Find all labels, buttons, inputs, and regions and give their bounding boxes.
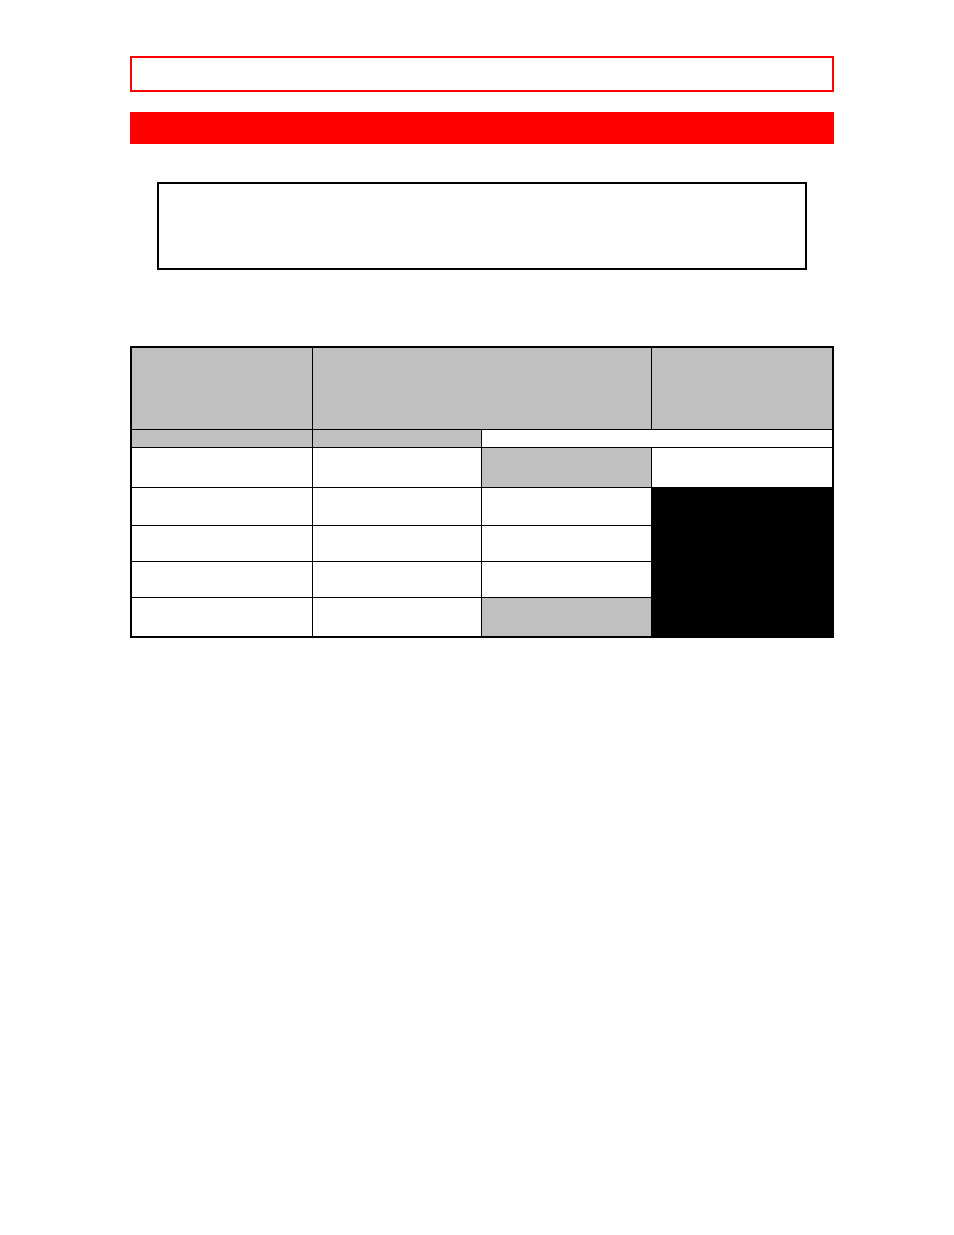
table-cell xyxy=(131,429,312,447)
table-cell xyxy=(312,597,482,637)
table-cell xyxy=(131,525,312,561)
table-cell xyxy=(482,447,652,487)
data-table xyxy=(130,346,834,638)
table-cell xyxy=(131,561,312,597)
table-cell xyxy=(652,447,833,487)
document-page xyxy=(0,0,954,1235)
table-cell xyxy=(312,561,482,597)
table-cell xyxy=(312,525,482,561)
table-cell xyxy=(652,347,833,429)
callout-box xyxy=(157,182,807,270)
table-cell xyxy=(482,561,652,597)
table-cell xyxy=(312,487,482,525)
table-cell xyxy=(312,429,482,447)
data-table-container xyxy=(130,346,834,638)
table-cell xyxy=(482,525,652,561)
table-row xyxy=(131,429,833,447)
table-cell xyxy=(131,447,312,487)
table-cell xyxy=(652,487,833,637)
table-row xyxy=(131,447,833,487)
table-cell xyxy=(131,487,312,525)
table-cell xyxy=(131,347,312,429)
red-filled-banner xyxy=(130,112,834,144)
red-outline-banner xyxy=(130,56,834,92)
table-cell xyxy=(482,429,833,447)
table-cell xyxy=(131,597,312,637)
table-cell xyxy=(482,597,652,637)
table-cell xyxy=(482,487,652,525)
table-cell xyxy=(312,347,652,429)
table-row xyxy=(131,347,833,429)
table-cell xyxy=(312,447,482,487)
table-row xyxy=(131,487,833,525)
